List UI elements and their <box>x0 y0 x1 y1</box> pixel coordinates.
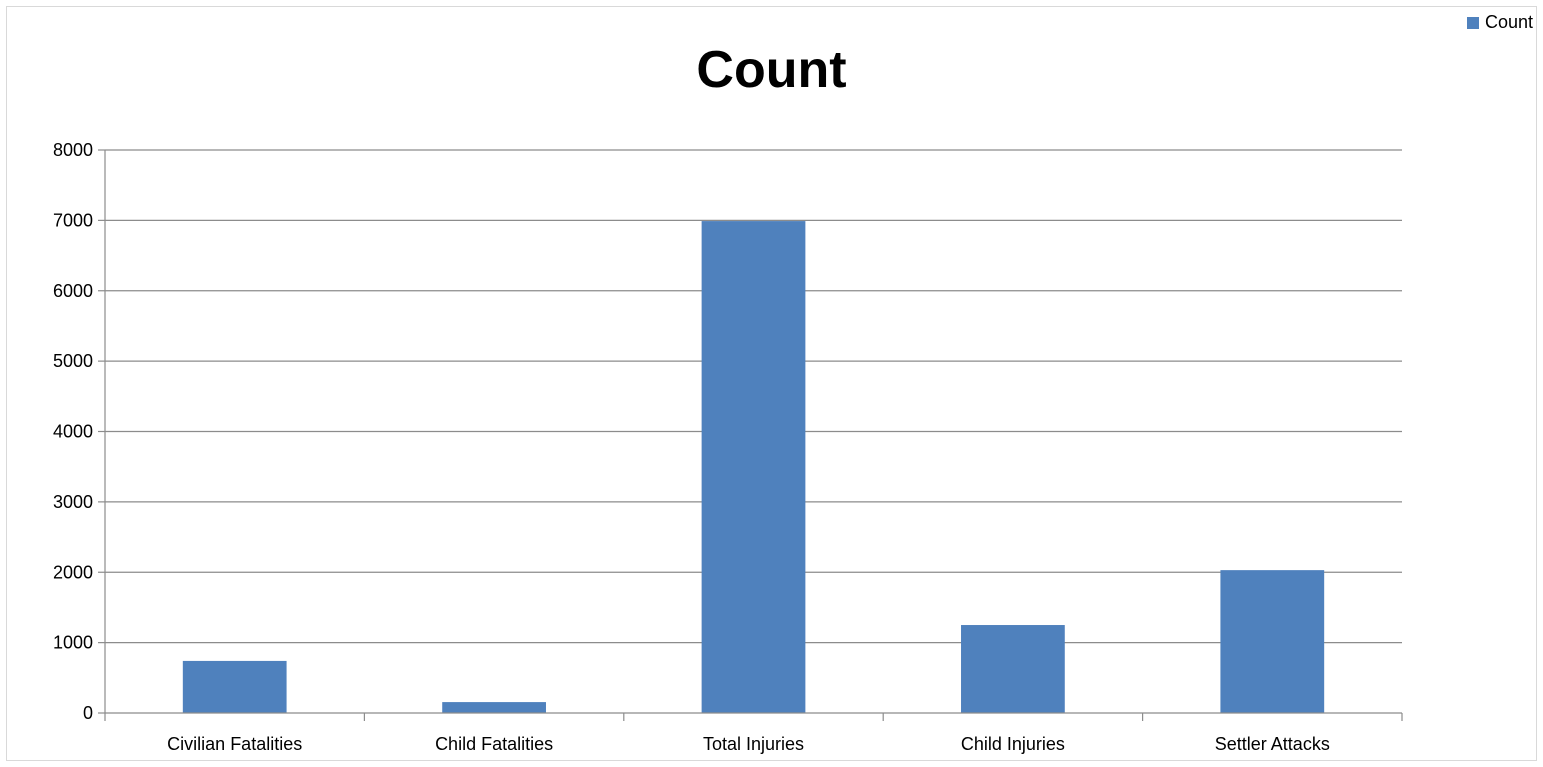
bar <box>1220 570 1325 713</box>
x-tick-label: Total Injuries <box>703 734 804 754</box>
y-tick-label: 2000 <box>53 562 93 582</box>
y-tick-label: 3000 <box>53 492 93 512</box>
x-tick-label: Civilian Fatalities <box>167 734 302 754</box>
x-tick-label: Child Fatalities <box>435 734 553 754</box>
x-tick-label: Settler Attacks <box>1215 734 1330 754</box>
y-tick-label: 5000 <box>53 351 93 371</box>
chart-title: Count <box>696 41 847 99</box>
legend: Count <box>1466 12 1533 33</box>
y-tick-label: 0 <box>83 703 93 723</box>
bar <box>701 221 806 714</box>
bar <box>182 660 287 713</box>
legend-swatch <box>1466 16 1479 29</box>
bar <box>442 702 546 713</box>
x-tick-label: Child Injuries <box>961 734 1065 754</box>
legend-label: Count <box>1484 12 1533 32</box>
chart-frame <box>6 6 1537 761</box>
y-tick-label: 4000 <box>53 422 93 442</box>
y-tick-label: 6000 <box>53 281 93 301</box>
y-tick-label: 7000 <box>53 210 93 230</box>
y-tick-label: 1000 <box>53 633 93 653</box>
bar <box>961 625 1065 713</box>
y-tick-label: 8000 <box>53 140 93 160</box>
